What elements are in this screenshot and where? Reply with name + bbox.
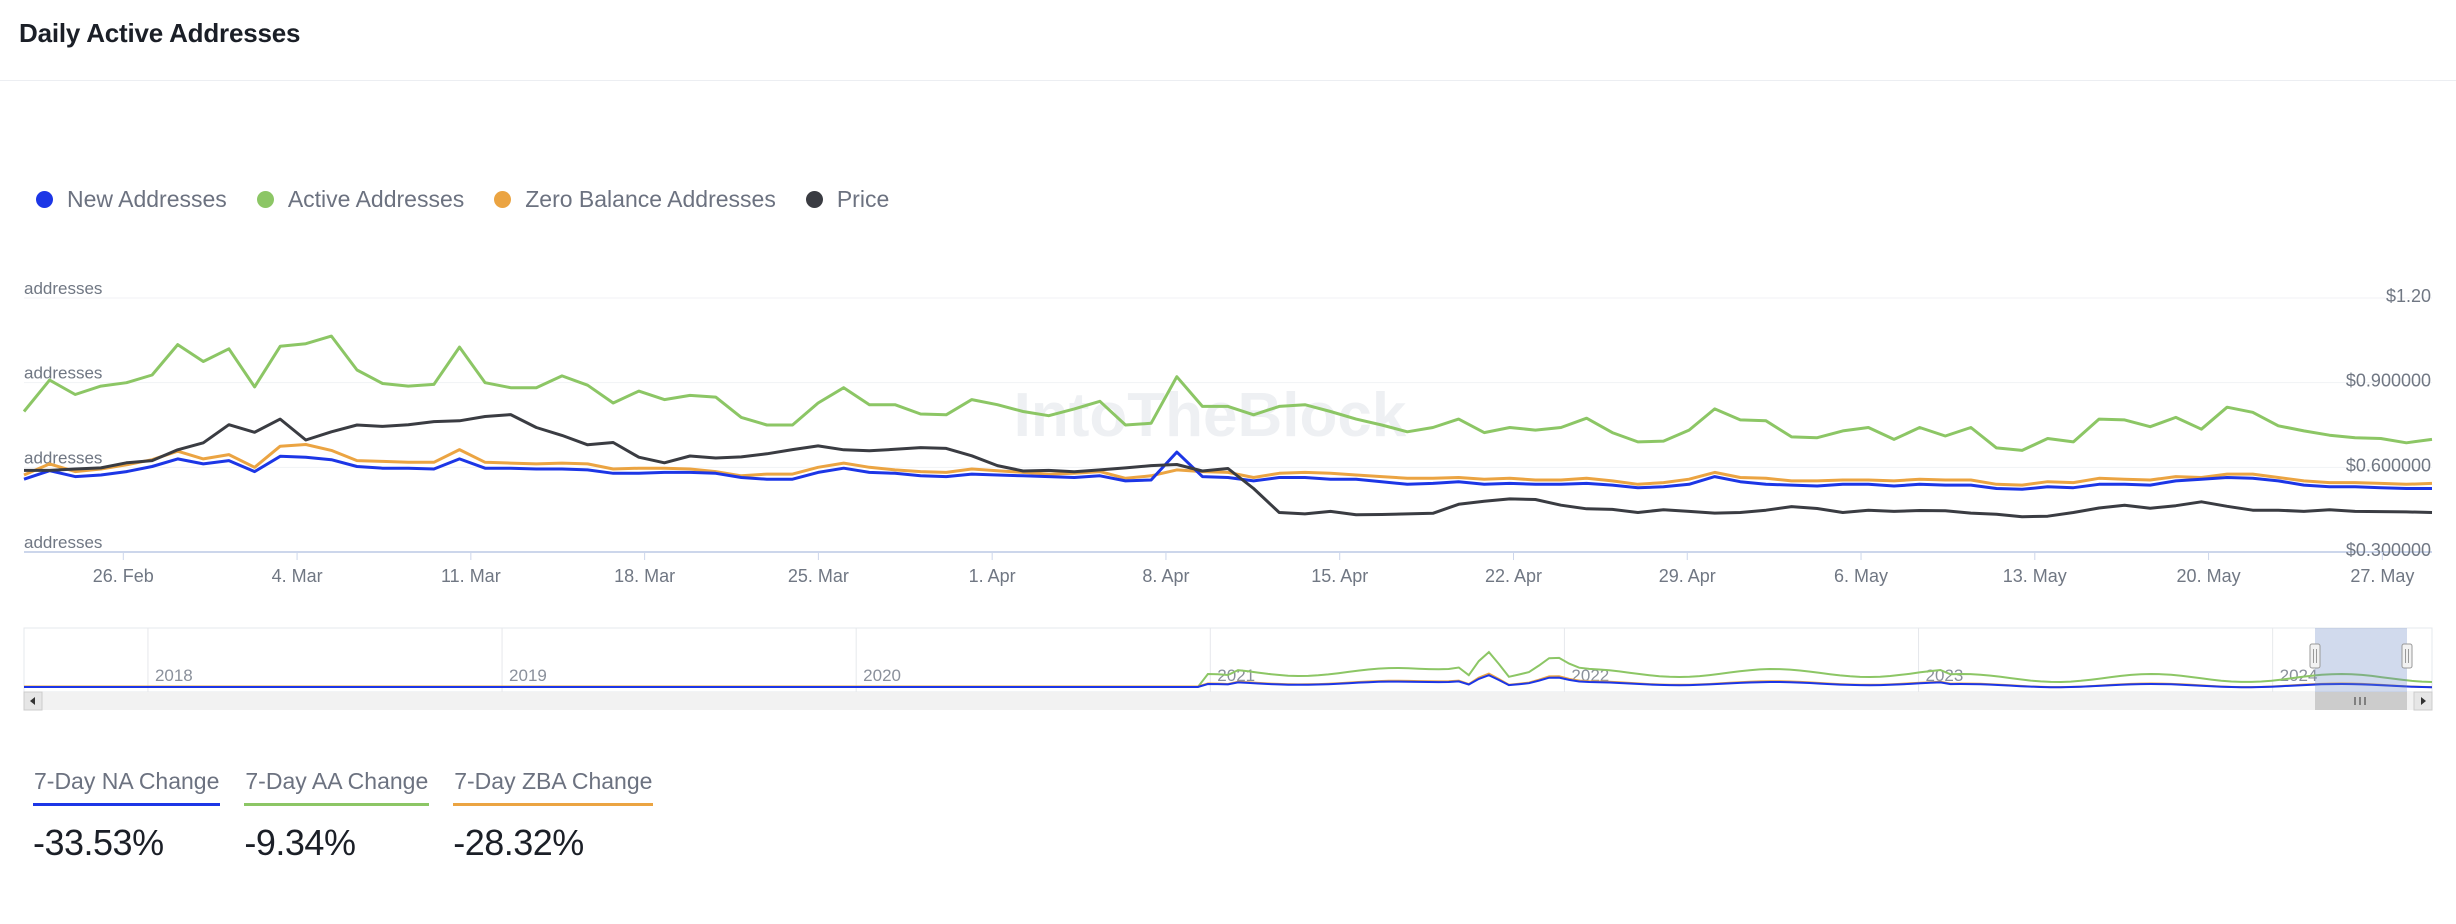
change-stats: 7-Day NA Change -33.53% 7-Day AA Change … [33,768,677,864]
legend-item-zero-balance-addresses[interactable]: Zero Balance Addresses [494,186,776,213]
x-tick-label: 6. May [1834,566,1888,586]
navigator-series-line [24,674,2433,689]
legend-label: Active Addresses [287,186,465,212]
arrow-left-icon [30,697,35,705]
page-title: Daily Active Addresses [19,18,301,48]
scrollbar-track [24,692,2432,710]
legend-item-new-addresses[interactable]: New Addresses [36,186,227,213]
navigator-handle-icon[interactable] [2401,643,2413,669]
y-left-tick-label: addresses [24,533,102,552]
series-line-active-addresses [22,334,2433,452]
legend-dot-icon [805,191,823,208]
x-tick-label: 25. Mar [788,566,849,586]
x-tick-label: 18. Mar [614,566,675,586]
x-tick-label: 20. May [2177,566,2241,586]
series-line-zero-balance-addresses [23,443,2433,487]
chart-legend: New Addresses Active Addresses Zero Bala… [36,186,919,213]
x-tick-label: 4. Mar [272,566,323,586]
line-chart[interactable]: IntoTheBlock addressesaddressesaddresses… [0,270,2456,720]
stat-label: 7-Day AA Change [244,768,430,806]
legend-label: New Addresses [67,186,227,212]
navigator-year-label: 2019 [509,666,547,685]
legend-label: Price [836,186,890,212]
scrollbar-thumb[interactable] [2315,692,2407,710]
legend-dot-icon [36,191,53,208]
legend-dot-icon [256,191,274,208]
navigator-handle-icon[interactable] [2309,643,2321,669]
y-left-tick-label: addresses [24,279,102,298]
y-right-tick-label: $0.300000 [2346,540,2431,560]
stat-aa-change: 7-Day AA Change -9.34% [244,768,430,864]
x-tick-label: 26. Feb [93,566,154,586]
y-axis-left: addresses addresses addresses addresses [24,279,102,552]
navigator-year-label: 2024 [2280,666,2318,685]
y-right-tick-label: $1.20 [2386,286,2431,306]
series-line-new-addresses [23,450,2432,491]
stat-value: -9.34% [244,822,356,863]
stat-label: 7-Day ZBA Change [453,768,654,806]
navigator-year-label: 2020 [863,666,901,685]
x-tick-label: 15. Apr [1311,566,1368,586]
navigator-selection [2315,628,2407,692]
legend-label: Zero Balance Addresses [525,186,776,212]
x-tick-label: 11. Mar [441,566,501,586]
x-tick-label: 8. Apr [1142,566,1189,586]
x-axis: 26. Feb 4. Mar 11. Mar 18. Mar 25. Mar 1. Apr… [93,552,2414,586]
x-tick-label: 29. Apr [1659,566,1716,586]
y-right-tick-label: $0.900000 [2346,371,2431,391]
navigator-frame [23,627,2433,693]
y-right-tick-label: $0.600000 [2346,455,2431,475]
legend-item-price[interactable]: Price [805,186,890,213]
y-left-tick-label: addresses [24,448,102,467]
x-tick-label: 27. May [2350,566,2414,586]
header-divider [0,80,2456,81]
y-axis-right: $1.20 $0.900000 $0.600000 $0.300000 [2346,286,2431,560]
range-navigator[interactable]: 2018 2019 2020 2021 2022 2023 2024 [23,627,2433,711]
legend-item-active-addresses[interactable]: Active Addresses [256,186,465,213]
stat-value: -28.32% [453,822,584,863]
stat-zba-change: 7-Day ZBA Change -28.32% [453,768,654,864]
x-tick-label: 22. Apr [1485,566,1542,586]
legend-dot-icon [494,191,512,208]
arrow-right-icon [2421,697,2426,705]
stat-value: -33.53% [33,822,164,863]
stat-label: 7-Day NA Change [33,768,221,806]
navigator-year-label: 2018 [155,666,193,685]
series-lines [22,334,2433,519]
x-tick-label: 13. May [2003,566,2067,586]
x-tick-label: 1. Apr [969,566,1016,586]
stat-na-change: 7-Day NA Change -33.53% [33,768,221,864]
y-left-tick-label: addresses [24,364,102,383]
series-line-price [24,413,2433,519]
